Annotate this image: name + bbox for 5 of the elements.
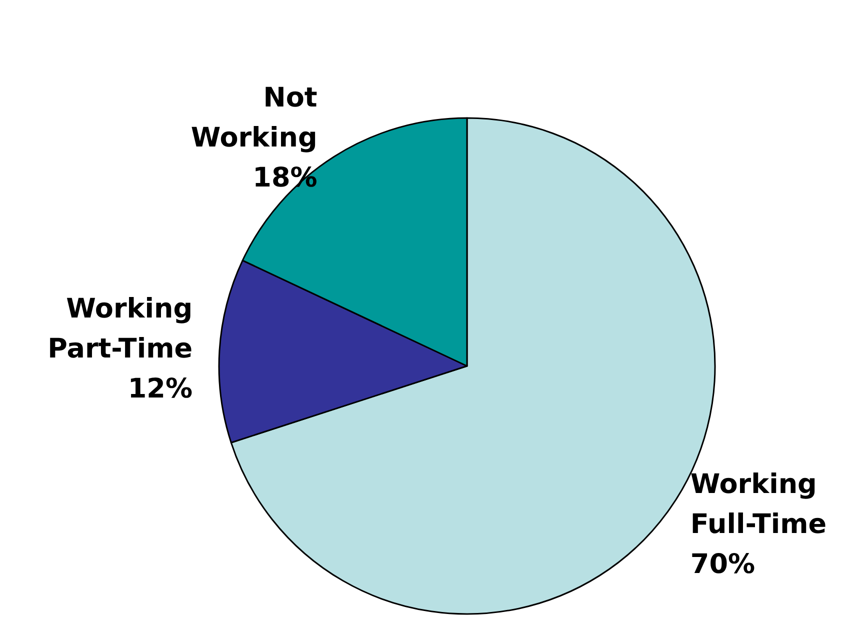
slice-label: Working Part-Time (48, 294, 193, 365)
data-label: 12% (128, 374, 193, 405)
data-label: 70% (690, 549, 756, 580)
slice-label: Not Working (190, 82, 318, 154)
slice-label: Working Full-Time (690, 469, 827, 540)
